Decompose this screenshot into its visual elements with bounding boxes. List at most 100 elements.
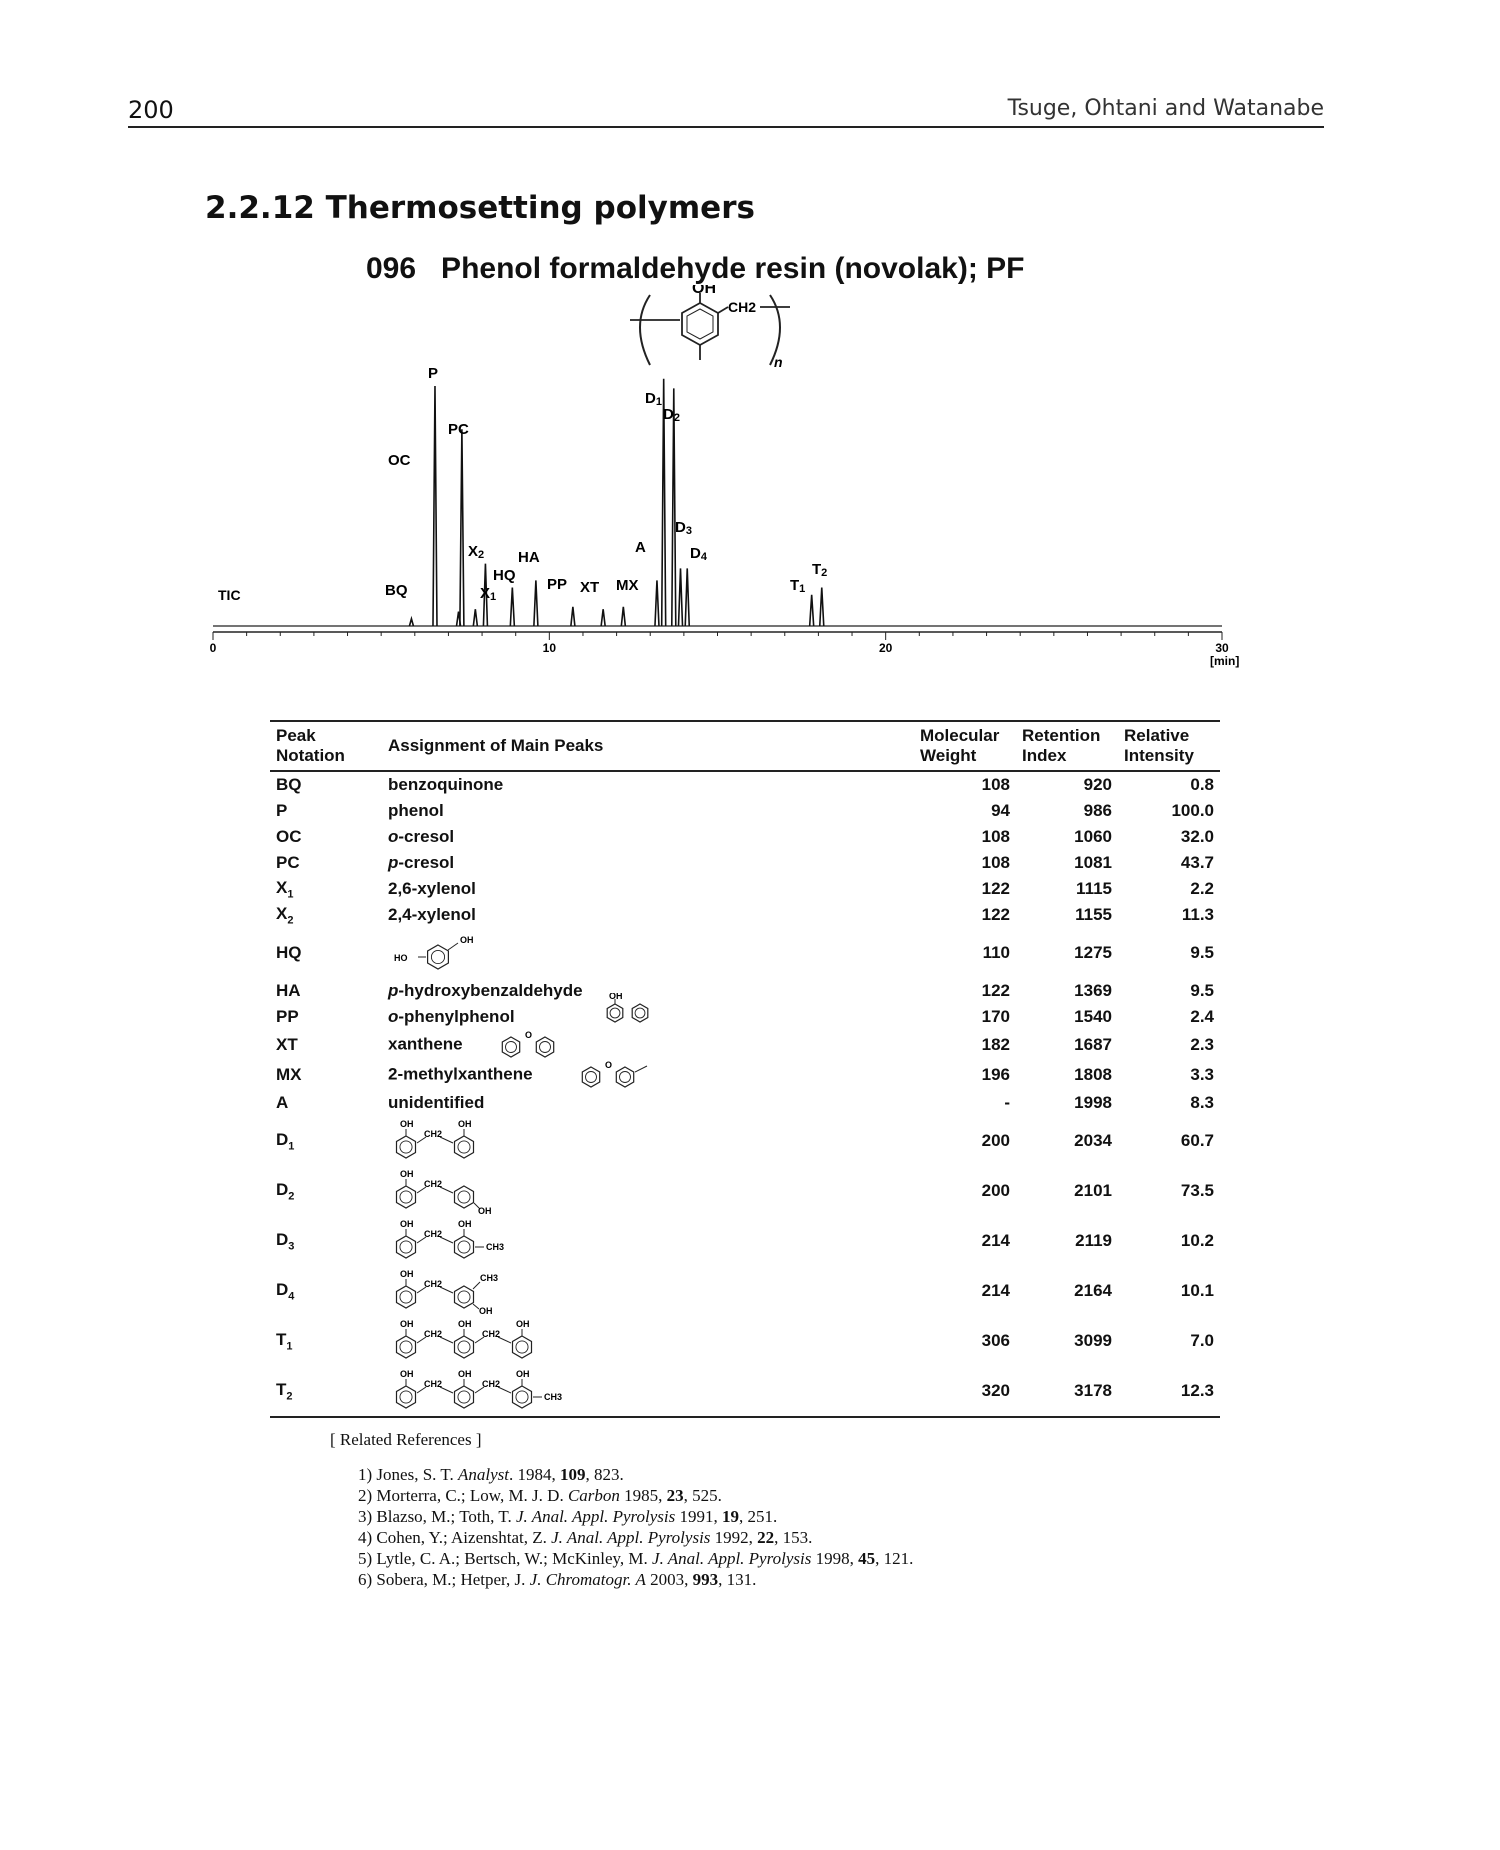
peak-d1 [660,378,667,627]
assignment-cell: OH CH2 OH [382,1166,914,1216]
molecular-weight-cell: 320 [914,1366,1016,1418]
table-row: D1 OH CH2 OH 200 2034 60.7 [270,1116,1220,1166]
polymer-structure-diagram: OH CH2 n [630,285,790,370]
structure-label: OH [516,1369,530,1379]
x-axis-unit: [min] [1210,654,1239,668]
retention-index-cell: 1687 [1074,1035,1112,1054]
assignment-cell: p-cresol [388,853,455,872]
retention-index-cell: 3099 [1074,1331,1112,1350]
molecular-weight-cell: 214 [981,1281,1010,1300]
peak-notation-cell: D3 [276,1229,295,1253]
chemical-structure: OH CH2 OH CH2 OH CH3 [395,1369,562,1409]
peak-assignment-table: Peak Notation Assignment of Main Peaks Mo… [270,720,1220,1418]
structure-label: OH [400,1119,414,1129]
peak-label-mx: MX [616,577,639,594]
molecular-weight-cell: 108 [981,775,1010,794]
retention-index-cell: 2034 [1074,1131,1112,1150]
structure-label: OH [478,1206,492,1215]
references-list: 1) Jones, S. T. Analyst. 1984, 109, 823.… [330,1464,913,1590]
assignment-cell: OH CH2 CH3 OH [382,1266,914,1316]
table-row: D2 OH CH2 OH 200 2101 73.5 [270,1166,1220,1216]
relative-intensity-cell: 10.2 [1180,1231,1214,1250]
molecular-weight-cell: 200 [981,1181,1010,1200]
retention-index-cell: 2101 [1074,1181,1112,1200]
relative-intensity-cell: 60.7 [1180,1131,1214,1150]
structure-label: OH [458,1219,472,1229]
peak-mx [620,606,627,627]
retention-index-cell: 1060 [1074,827,1112,846]
reference-item: 5) Lytle, C. A.; Bertsch, W.; McKinley, … [358,1549,914,1568]
structure-label: CH2 [424,1229,442,1239]
ch2-label: CH2 [728,299,756,315]
retention-index-cell: 1081 [1074,853,1112,872]
peak-label-xt: XT [580,579,599,596]
relative-intensity-cell: 8.3 [1190,1093,1214,1112]
table-row: T1 OH CH2 OH CH2 OH 306 3099 7.0 [270,1316,1220,1366]
peak-hq [509,587,516,627]
table-row: HQ HO OH 110 1275 9.5 [270,928,1220,978]
molecular-weight-cell: 110 [982,943,1010,962]
reference-item: 2) Morterra, C.; Low, M. J. D. Carbon 19… [358,1486,722,1505]
peak-ha [533,580,539,627]
x-tick-label: 0 [210,641,217,655]
structure-label: OH [516,1319,530,1329]
peak-notation-cell: HA [276,981,301,1000]
relative-intensity-cell: 3.3 [1190,1065,1214,1084]
peak-label-hq: HQ [493,567,516,584]
reference-item: 4) Cohen, Y.; Aizenshtat, Z. J. Anal. Ap… [358,1528,813,1547]
structure-label: OH [400,1269,414,1279]
peak-label-t1: T1 [790,577,805,595]
structure-label: CH3 [486,1242,504,1252]
chemical-structure: OH CH2 OH CH2 OH [395,1319,533,1359]
assignment-cell: o-cresol [388,827,455,846]
peak-label-d2: D2 [663,406,680,424]
structure-label: CH3 [480,1273,498,1283]
table-row: XT xanthene O 182 1687 2.3 [270,1030,1220,1060]
relative-intensity-cell: 100.0 [1171,801,1214,820]
structure-label: CH2 [424,1179,442,1189]
structure-label: CH2 [424,1129,442,1139]
peak-pp [570,606,576,627]
table-row: X1 2,6-xylenol 122 1115 2.2 [270,876,1220,902]
table-row: X2 2,4-xylenol 122 1155 11.3 [270,902,1220,928]
structure-label: OH [458,1119,472,1129]
table-row: HA p-hydroxybenzaldehyde 122 1369 9.5 [270,978,1220,1004]
peak-notation-cell: PC [276,853,300,872]
peak-notation-cell: P [276,801,288,820]
relative-intensity-cell: 2.3 [1190,1035,1214,1054]
peak-d3 [677,568,684,627]
peak-label-bq: BQ [385,582,408,599]
col-peak-notation: Peak Notation [270,720,382,772]
structure-label: CH2 [424,1379,442,1389]
assignment-cell: xanthene O [382,1030,914,1060]
compound-title: 096 Phenol formaldehyde resin (novolak);… [366,252,1025,285]
chemical-structure: OH CH2 OH CH3 [395,1219,504,1259]
peak-notation-cell: D2 [276,1179,295,1203]
retention-index-cell: 1369 [1074,981,1112,1000]
peak-label-d4: D4 [690,545,708,563]
assignment-cell: OH CH2 OH CH3 [382,1216,914,1266]
table-row: MX 2-methylxanthene O 196 1808 3.3 [270,1060,1220,1090]
molecular-weight-cell: 94 [991,801,1010,820]
table-row: D3 OH CH2 OH CH3 214 2119 10.2 [270,1216,1220,1266]
assignment-cell: HO OH [382,928,914,978]
peak-notation-cell: OC [276,827,302,846]
tic-label: TIC [218,587,241,603]
page-header: 200 Tsuge, Ohtani and Watanabe [128,96,1324,128]
relative-intensity-cell: 12.3 [1118,1366,1220,1418]
peak-x2 [482,563,489,627]
structure-label: OH [479,1306,493,1315]
n-label: n [774,354,783,370]
peak-notation-cell: T2 [270,1366,382,1418]
assignment-cell: 2-methylxanthene O [382,1060,914,1090]
assignment-cell: unidentified [388,1093,485,1112]
peak-label-p: P [428,365,438,382]
peak-xt [600,609,606,627]
peak-notation-cell: T1 [276,1329,293,1353]
section-title: 2.2.12 Thermosetting polymers [205,190,755,226]
peak-pc [459,429,465,627]
structure-label: OH [400,1319,414,1329]
structure-label: O [605,1060,612,1070]
chemical-structure: HO OH [394,935,474,970]
